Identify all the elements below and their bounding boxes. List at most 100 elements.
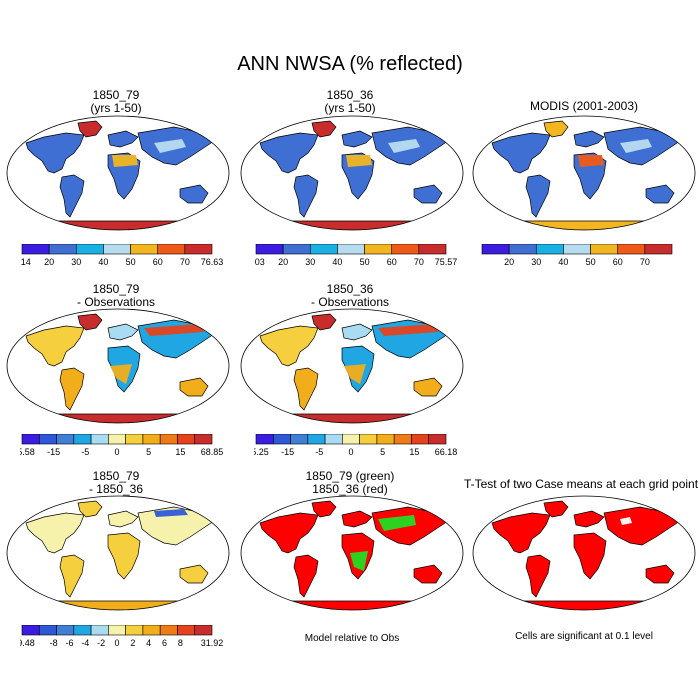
continent-north-america [259,325,319,367]
continent-south-america [59,174,85,218]
colorbar-tick-label: 50 [126,257,136,267]
map-model2-minus-obs [240,308,464,424]
colorbar-segment [418,244,447,255]
colorbar-segment [184,244,213,255]
continent-south-america [525,554,551,598]
colorbar-segment [337,244,365,255]
colorbar-segment [177,625,196,636]
colorbar-segment [108,434,126,445]
colorbar-tick-label: 70 [414,257,424,267]
colorbar-tick-label: 60 [153,257,163,267]
panel-title-model2: 1850_36 (yrs 1-50) [234,89,466,115]
panel-title-model2-line2: (yrs 1-50) [324,101,376,115]
colorbar-tick-label: -2 [97,638,105,648]
continent-africa [107,532,141,580]
colorbar-tick-label: 15 [175,447,185,457]
continent-greenland [311,313,337,331]
colorbar-tick-label: 6.14 [20,257,31,267]
panel-title-model-diff: 1850_79 - 1850_36 [0,470,232,496]
colorbar-segment [364,244,393,255]
map-border [472,495,696,611]
panel-title-model-diff-line1: 1850_79 [92,469,140,483]
continent-greenland [311,500,337,518]
colorbar-segment [90,625,109,636]
colorbar-segment [376,434,395,445]
note-comparison: Model relative to Obs [304,633,400,644]
continent-north-america [259,512,319,554]
continent-antarctica [482,220,686,230]
figure-title: ANN NWSA (% reflected) [237,53,463,75]
note-ttest: Cells are significant at 0.1 level [515,631,653,642]
map-border [6,308,230,424]
colorbar-segment [108,625,126,636]
colorbar-segment [508,244,537,255]
colorbar-segment [21,244,50,255]
colorbar-segment [324,434,343,445]
continent-antarctica [482,600,686,610]
map-border [240,495,464,611]
panel-title-model2-minus-obs-line2: - Observations [310,295,390,309]
colorbar-segment [481,244,510,255]
continent-north-america [25,132,85,174]
continent-north-america [259,132,319,174]
map-model2 [240,115,464,231]
colorbar-segment [38,625,57,636]
continent-south-america [293,174,319,218]
colorbar-tick-label: 5 [380,447,385,457]
colorbar-tick-label: 76.63 [201,257,224,267]
colorbar-segment [142,434,161,445]
panel-title-model1: 1850_79 (yrs 1-50) [0,89,232,115]
colorbar-tick-label: -15 [47,447,60,457]
colorbar-segment [103,244,131,255]
continent-australia [413,184,443,204]
panel-title-obs: MODIS (2001-2003) [468,100,700,113]
map-model-diff [6,495,230,611]
panel-title-model2-minus-obs-line1: 1850_36 [326,282,374,296]
colorbar-tick-label: -6 [65,638,73,648]
continent-asia [603,506,681,546]
panel-title-ttest: T-Test of two Case means at each grid po… [462,478,700,491]
panel-title-model1-minus-obs-line2: - Observations [76,295,156,309]
colorbar-segment [56,434,75,445]
panel-title-model1-minus-obs: 1850_79 - Observations [0,283,232,309]
colorbar-segment [290,434,309,445]
panel-title-ttest-line1: T-Test of two Case means at each grid po… [463,477,699,491]
continent-north-america [491,512,551,554]
colorbar-segment [590,244,619,255]
continent-antarctica [250,220,454,230]
colorbar-segment [272,434,291,445]
continent-europe [341,510,373,528]
colorbar-tick-label: 68.85 [201,447,224,457]
continent-europe [341,130,373,148]
colorbar-tick-label: 5 [146,447,151,457]
colorbar-segment [307,434,326,445]
continent-australia [413,564,443,584]
colorbar-segment [21,625,40,636]
colorbar-tick-label: 6 [162,638,167,648]
colorbar-tick-label: -29.48 [20,638,35,648]
colorbar-obs: 20 30 40 50 60 70 [481,244,673,267]
colorbar-tick-label: -15 [281,447,294,457]
colorbar-segment [428,434,447,445]
map-model1 [6,115,230,231]
panel-title-comparison-line1: 1850_79 (green) [305,469,395,483]
continent-australia [179,184,209,204]
colorbar-tick-label: 40 [558,257,568,267]
colorbar-tick-label: -5 [315,447,323,457]
colorbar-segment [282,244,311,255]
panel-title-model1-line2: (yrs 1-50) [90,101,142,115]
continent-south-america [59,554,85,598]
colorbar-tick-label: 66.18 [435,447,458,457]
colorbar-segment [21,434,40,445]
continent-europe [107,130,139,148]
continent-greenland [543,120,569,138]
map-border [6,495,230,611]
panel-title-model2-minus-obs: 1850_36 - Observations [234,283,466,309]
colorbar-segment [73,434,92,445]
panel-title-comparison: 1850_79 (green) 1850_36 (red) [234,470,466,496]
continent-australia [645,564,675,584]
continent-europe [107,510,139,528]
continent-greenland [77,120,103,138]
continent-asia [137,319,215,359]
colorbar-tick-label: 60 [613,257,623,267]
